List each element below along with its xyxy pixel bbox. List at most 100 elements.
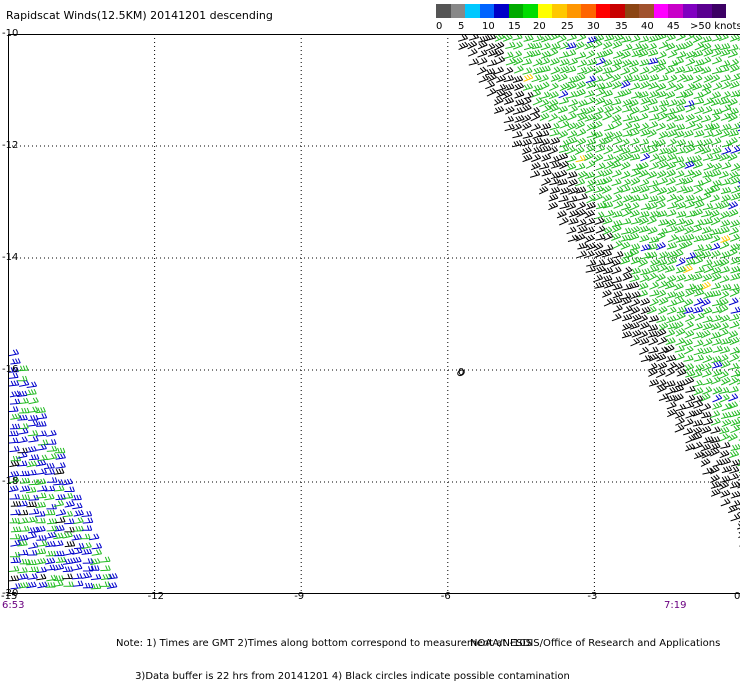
wind-barb (639, 347, 648, 354)
wind-barb (74, 543, 84, 549)
wind-barb (659, 252, 669, 259)
wind-barb (711, 44, 721, 51)
wind-barb (28, 542, 38, 548)
wind-barb (524, 35, 534, 42)
wind-barb (612, 277, 622, 284)
wind-barb (702, 282, 711, 290)
wind-barb (603, 169, 612, 176)
wind-barb (621, 162, 630, 170)
wind-barb (623, 115, 633, 121)
wind-barb (585, 235, 594, 243)
wind-barb (495, 34, 504, 41)
wind-barb (676, 91, 686, 97)
wind-barb (20, 486, 30, 492)
wind-barb (541, 146, 551, 153)
wind-barb (683, 355, 693, 361)
wind-barb (623, 306, 632, 313)
legend-label: 20 (533, 21, 546, 32)
wind-barb (9, 566, 19, 572)
wind-barb (650, 265, 660, 272)
wind-barb (27, 550, 37, 555)
wind-barb (595, 212, 605, 219)
wind-barb (577, 108, 587, 115)
wind-barb (575, 147, 584, 155)
wind-barb (667, 242, 677, 249)
wind-barb (459, 42, 468, 49)
legend-label: 25 (561, 21, 574, 32)
y-tick-label: -12 (2, 140, 18, 151)
wind-barb (657, 51, 666, 58)
wind-barb (549, 114, 558, 122)
wind-barb (720, 315, 729, 322)
wind-barb (693, 66, 703, 73)
wind-barb (639, 139, 649, 145)
wind-barb (695, 146, 704, 153)
legend-swatch (683, 4, 698, 18)
legend-label: 5 (458, 21, 464, 32)
wind-barb (658, 362, 667, 370)
wind-barb (666, 292, 676, 299)
wind-barb (656, 123, 665, 131)
wind-barb (694, 355, 704, 362)
wind-barb (567, 171, 577, 178)
wind-barb (468, 49, 477, 57)
wind-barb (577, 67, 587, 74)
wind-barb (684, 346, 693, 354)
wind-barb (666, 369, 675, 377)
wind-barb (713, 460, 723, 467)
wind-barb (694, 130, 704, 137)
wind-barb (719, 427, 729, 434)
legend-label: 15 (508, 21, 521, 32)
wind-barb (613, 251, 623, 258)
wind-barb (631, 218, 641, 225)
wind-barb (550, 58, 559, 65)
wind-barb (72, 534, 82, 540)
wind-barb (694, 298, 703, 305)
wind-barb (575, 163, 585, 170)
wind-barb (613, 41, 622, 49)
wind-barb (666, 83, 675, 91)
wind-barb (10, 424, 20, 429)
wind-barb (703, 291, 713, 298)
wind-barb (523, 51, 533, 58)
wind-barb (711, 283, 721, 290)
wind-barb (649, 379, 659, 386)
wind-barb (712, 273, 721, 281)
wind-barb (575, 42, 584, 50)
wind-barb (576, 52, 586, 59)
wind-barb (694, 348, 704, 355)
wind-barb (10, 494, 20, 499)
wind-barb (712, 138, 722, 145)
wind-barb (586, 51, 595, 59)
wind-barb (648, 347, 658, 353)
wind-barb (621, 242, 630, 250)
wind-barb (686, 395, 696, 402)
wind-barb (56, 453, 66, 459)
wind-barb (512, 51, 521, 59)
wind-barb (676, 274, 686, 281)
legend-swatch (610, 4, 625, 18)
wind-barb (549, 178, 559, 184)
wind-barb (720, 442, 730, 448)
wind-barb (631, 186, 641, 193)
wind-barb (658, 219, 668, 225)
wind-barb (701, 210, 711, 217)
wind-map-plot (8, 34, 740, 594)
wind-barb (729, 130, 739, 136)
wind-barb (551, 67, 560, 74)
wind-barb (665, 345, 674, 353)
wind-barb (512, 131, 522, 138)
wind-barb (63, 532, 73, 538)
wind-barb (648, 331, 658, 338)
wind-barb (677, 306, 687, 312)
wind-barb (711, 377, 720, 385)
wind-barb (494, 97, 503, 105)
wind-barb (46, 430, 56, 436)
wind-barb (712, 67, 722, 74)
wind-barb (658, 265, 667, 273)
wind-barb (594, 186, 604, 193)
wind-barb (18, 437, 28, 443)
wind-barb (576, 187, 586, 194)
wind-barb (523, 68, 533, 75)
wind-barb (640, 179, 649, 186)
